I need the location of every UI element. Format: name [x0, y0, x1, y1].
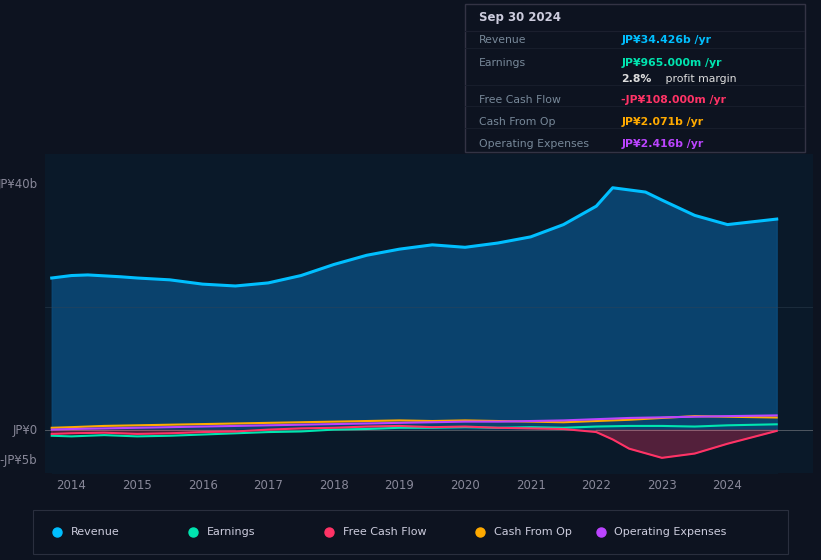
Text: Cash From Op: Cash From Op — [479, 117, 555, 127]
Text: 2.8%: 2.8% — [621, 74, 652, 85]
Text: Free Cash Flow: Free Cash Flow — [342, 527, 426, 537]
Text: Sep 30 2024: Sep 30 2024 — [479, 11, 561, 25]
Text: Operating Expenses: Operating Expenses — [614, 527, 727, 537]
Text: Revenue: Revenue — [71, 527, 119, 537]
Text: -JP¥108.000m /yr: -JP¥108.000m /yr — [621, 95, 727, 105]
Text: Cash From Op: Cash From Op — [493, 527, 571, 537]
Text: Revenue: Revenue — [479, 35, 526, 45]
Text: JP¥2.071b /yr: JP¥2.071b /yr — [621, 117, 704, 127]
Text: JP¥965.000m /yr: JP¥965.000m /yr — [621, 58, 722, 68]
Text: -JP¥5b: -JP¥5b — [0, 454, 38, 468]
Text: Free Cash Flow: Free Cash Flow — [479, 95, 561, 105]
Text: Earnings: Earnings — [479, 58, 525, 68]
Text: JP¥2.416b /yr: JP¥2.416b /yr — [621, 139, 704, 150]
Text: JP¥34.426b /yr: JP¥34.426b /yr — [621, 35, 712, 45]
Text: profit margin: profit margin — [663, 74, 736, 85]
Text: Operating Expenses: Operating Expenses — [479, 139, 589, 150]
Text: JP¥40b: JP¥40b — [0, 178, 38, 191]
Text: JP¥0: JP¥0 — [12, 424, 38, 437]
Text: Earnings: Earnings — [207, 527, 255, 537]
